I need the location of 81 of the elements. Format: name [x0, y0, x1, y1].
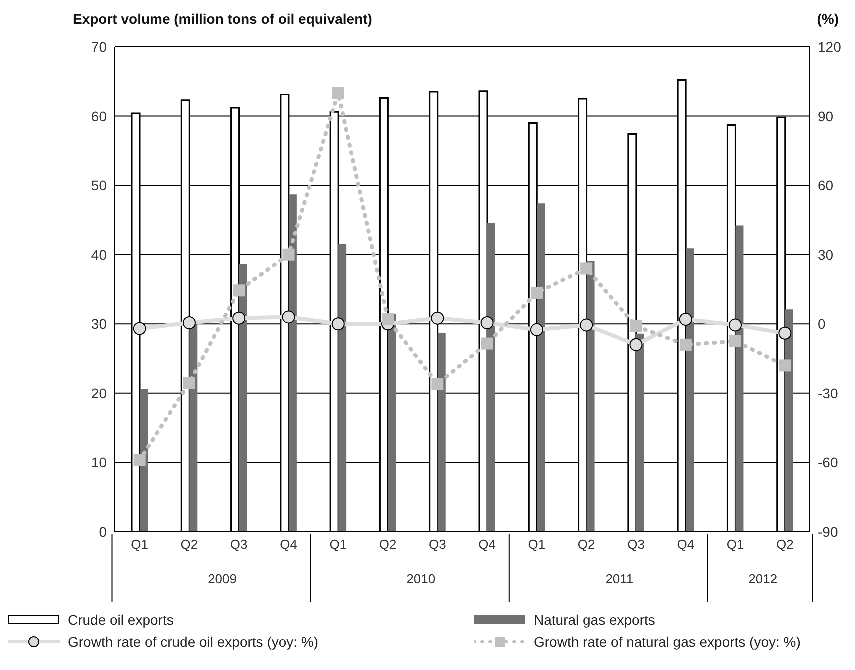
legend-label: Natural gas exports: [534, 612, 656, 628]
x-tick-label: Q4: [280, 537, 298, 552]
point: [382, 314, 394, 326]
bar: [239, 264, 248, 532]
y-tick-label: 20: [91, 385, 108, 402]
point: [480, 316, 494, 330]
point: [481, 338, 494, 350]
x-tick-label: Q3: [429, 537, 446, 552]
bar: [288, 194, 297, 532]
x-tick-label: Q1: [726, 537, 744, 552]
y-tick-label: 0: [99, 524, 108, 540]
bar: [736, 226, 744, 532]
point: [183, 377, 196, 390]
bar: [586, 261, 595, 532]
text: 2009: [208, 572, 237, 587]
x-tick-label: Q2: [776, 537, 794, 552]
x-tick-label: Q3: [628, 537, 645, 552]
point: [432, 378, 444, 390]
x-tick-label: Q1: [528, 537, 546, 552]
y-tick-label: 40: [91, 246, 108, 263]
text: 2012: [748, 572, 778, 587]
y2-axis-title: (%): [817, 11, 839, 27]
point: [431, 312, 444, 325]
y2-tick-label: -30: [818, 385, 838, 402]
bar: [190, 322, 198, 532]
bar: [636, 334, 644, 532]
y2-tick-label: 60: [818, 178, 834, 194]
x-tick-label: Q1: [330, 537, 348, 552]
x-tick-label: Q1: [131, 537, 148, 552]
point: [332, 318, 345, 331]
point: [580, 318, 594, 332]
text: 2010: [406, 572, 436, 587]
bar: [686, 248, 694, 532]
point: [134, 454, 146, 466]
y2-tick-label: -60: [818, 454, 838, 471]
point: [282, 248, 295, 261]
point: [530, 323, 544, 336]
bar: [388, 314, 396, 532]
y-tick-label: 70: [91, 38, 108, 55]
point: [778, 326, 792, 340]
bar: [488, 222, 496, 532]
bar: [438, 333, 446, 532]
y2-tick-label: -90: [818, 524, 838, 540]
y-tick-label: 60: [91, 108, 108, 124]
x-tick-label: Q4: [677, 537, 695, 552]
bar: [140, 389, 148, 532]
point: [580, 262, 593, 275]
point: [182, 316, 196, 330]
point: [233, 284, 246, 297]
y2-tick-label: 90: [818, 108, 834, 124]
point: [630, 320, 642, 332]
y2-tick-label: 120: [818, 38, 842, 55]
x-tick-label: Q3: [230, 537, 248, 552]
point: [680, 338, 692, 351]
x-tick-label: Q2: [578, 537, 596, 552]
text: 2011: [606, 572, 634, 587]
y2-tick-label: 0: [818, 316, 826, 332]
x-tick-label: Q2: [180, 537, 198, 552]
legend-label: Crude oil exports: [68, 612, 174, 628]
point: [530, 286, 543, 299]
point: [332, 87, 344, 100]
legend-label: Growth rate of natural gas exports (yoy: %): [534, 634, 801, 650]
point: [730, 335, 742, 348]
legend-label: Growth rate of crude oil exports (yoy: %): [68, 634, 319, 650]
y-tick-label: 30: [91, 316, 108, 332]
x-tick-label: Q2: [379, 537, 397, 552]
point: [133, 322, 146, 336]
point: [729, 318, 742, 332]
y-axis-title: Export volume (million tons of oil equivalent): [73, 11, 372, 27]
point: [779, 360, 792, 372]
y2-tick-label: 30: [818, 246, 834, 263]
point: [679, 313, 692, 326]
point: [232, 312, 246, 325]
bar: [785, 310, 794, 532]
point: [630, 338, 643, 352]
point: [282, 310, 296, 324]
y-tick-label: 50: [91, 178, 108, 194]
bar: [537, 204, 546, 532]
y-tick-label: 10: [91, 454, 108, 471]
x-tick-label: Q4: [478, 537, 496, 552]
bar: [338, 244, 347, 532]
